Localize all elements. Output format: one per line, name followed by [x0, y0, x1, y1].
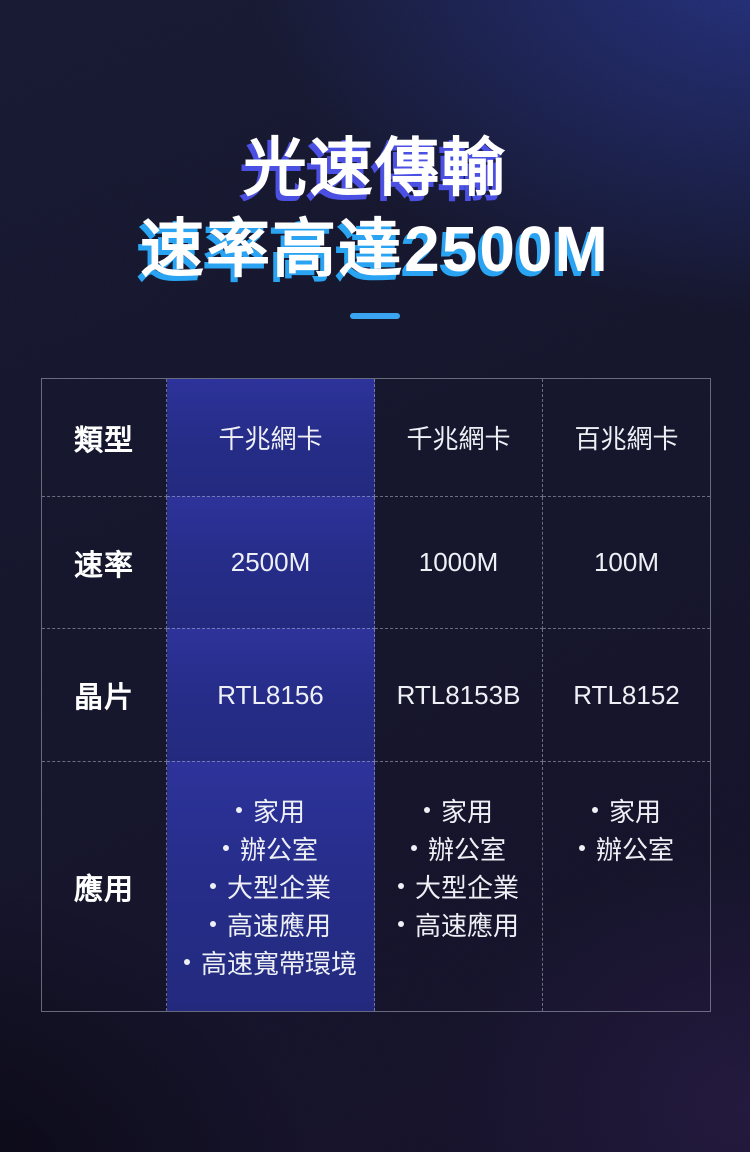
bullet-icon: [397, 883, 404, 889]
bullet-icon: [410, 845, 417, 851]
bullet-icon: [235, 807, 242, 813]
row-header-chip: 晶片: [42, 629, 167, 762]
application-label: 高速應用: [414, 910, 519, 941]
application-label: 辦公室: [239, 834, 318, 865]
bullet-icon: [423, 807, 430, 813]
cell-chip-col3: RTL8152: [543, 629, 710, 762]
application-item: 高速應用: [209, 905, 331, 943]
cell-chip-col2: RTL8153B: [375, 629, 543, 762]
application-label: 家用: [252, 796, 305, 827]
application-label: 高速應用: [226, 910, 331, 941]
application-label: 辦公室: [427, 834, 506, 865]
cell-type-col2: 千兆網卡: [375, 379, 543, 497]
bullet-icon: [183, 959, 190, 965]
application-item: 大型企業: [397, 867, 519, 905]
application-item: 家用: [591, 791, 661, 829]
page-title: 光速傳輸 速率高達2500M: [0, 128, 750, 290]
cell-applications-col1: 家用 辦公室 大型企業 高速應用 高速寬帶環境: [167, 762, 375, 1011]
application-label: 高速寬帶環境: [200, 948, 357, 979]
application-item: 高速寬帶環境: [183, 943, 357, 981]
application-item: 大型企業: [209, 867, 331, 905]
cell-type-col1: 千兆網卡: [167, 379, 375, 497]
comparison-table: 類型 千兆網卡 千兆網卡 百兆網卡 速率 2500M 1000M 100M 晶片…: [41, 378, 711, 1012]
application-label: 大型企業: [226, 872, 331, 903]
application-item: 辦公室: [222, 829, 318, 867]
title-divider-dash: [350, 313, 400, 319]
application-item: 家用: [423, 791, 493, 829]
bullet-icon: [209, 883, 216, 889]
application-item: 家用: [235, 791, 305, 829]
bullet-icon: [578, 845, 585, 851]
application-list: 家用 辦公室 大型企業 高速應用 高速寬帶環境: [183, 791, 357, 981]
bullet-icon: [222, 845, 229, 851]
application-item: 辦公室: [578, 829, 674, 867]
cell-applications-col2: 家用 辦公室 大型企業 高速應用: [375, 762, 543, 1011]
title-line-2: 速率高達2500M: [140, 213, 610, 285]
application-label: 家用: [608, 796, 661, 827]
cell-speed-col2: 1000M: [375, 497, 543, 629]
application-label: 家用: [440, 796, 493, 827]
application-item: 高速應用: [397, 905, 519, 943]
cell-applications-col3: 家用 辦公室: [543, 762, 710, 1011]
bullet-icon: [397, 921, 404, 927]
comparison-grid: 類型 千兆網卡 千兆網卡 百兆網卡 速率 2500M 1000M 100M 晶片…: [42, 379, 710, 1011]
row-header-type: 類型: [42, 379, 167, 497]
row-header-speed: 速率: [42, 497, 167, 629]
cell-speed-col3: 100M: [543, 497, 710, 629]
bullet-icon: [591, 807, 598, 813]
application-label: 辦公室: [595, 834, 674, 865]
bullet-icon: [209, 921, 216, 927]
application-list: 家用 辦公室 大型企業 高速應用: [397, 791, 519, 943]
cell-type-col3: 百兆網卡: [543, 379, 710, 497]
application-label: 大型企業: [414, 872, 519, 903]
cell-chip-col1: RTL8156: [167, 629, 375, 762]
application-list: 家用 辦公室: [578, 791, 674, 867]
row-header-applications: 應用: [42, 762, 167, 1011]
cell-speed-col1: 2500M: [167, 497, 375, 629]
title-line-1: 光速傳輸: [243, 132, 507, 204]
application-item: 辦公室: [410, 829, 506, 867]
